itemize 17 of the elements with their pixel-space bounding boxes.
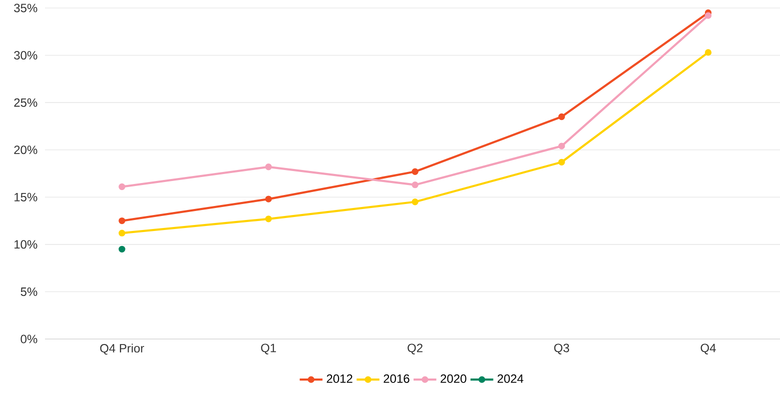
- y-tick-label: 5%: [20, 287, 38, 296]
- x-tick-label: Q1: [261, 344, 276, 354]
- x-tick-label: Q2: [408, 344, 422, 354]
- y-tick-label: 10%: [14, 240, 38, 249]
- y-tick-label: 25%: [14, 98, 38, 107]
- y-tick-label: 0%: [20, 334, 38, 344]
- legend-label: 2016: [384, 374, 410, 383]
- y-tick-label: 20%: [14, 146, 38, 154]
- x-tick-label: Q4 Prior: [100, 344, 144, 355]
- x-tick-label: Q3: [554, 344, 570, 354]
- y-tick-label: 15%: [14, 192, 38, 202]
- x-tick-label: Q4: [700, 344, 716, 354]
- y-tick-label: 30%: [14, 51, 38, 60]
- legend-label: 2024: [498, 374, 524, 383]
- legend-label: 2012: [326, 374, 352, 383]
- legend-label: 2020: [440, 374, 466, 383]
- y-tick-label: 35%: [14, 4, 38, 12]
